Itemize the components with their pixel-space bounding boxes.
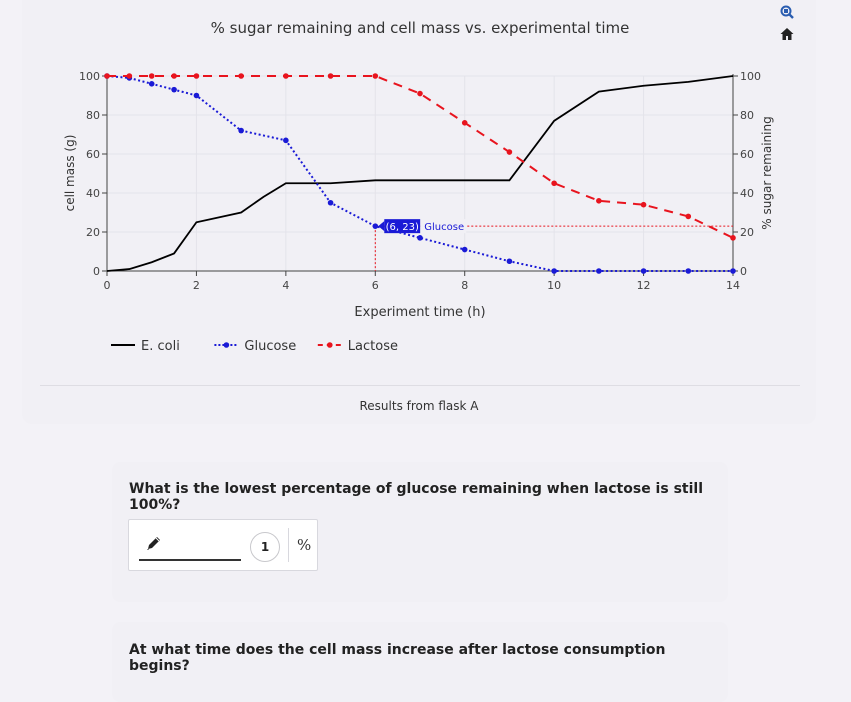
y-left-tick-label: 0 [93,265,100,278]
legend-label-lactose: Lactose [348,339,398,354]
data-point-glucose [640,268,647,274]
unit-label: % [297,536,312,554]
x-tick-label: 0 [104,279,111,292]
modebar [776,4,798,42]
data-point-glucose [283,137,289,144]
data-point-lactose [171,73,177,79]
x-tick-label: 10 [547,279,561,292]
answer-input-box[interactable]: 1 % [128,519,318,571]
hover-label-pointer [378,221,385,232]
hover-label-box [384,219,421,234]
answer-field[interactable] [139,559,241,561]
y-axis-right-label: % sugar remaining [760,116,774,229]
y-right-tick-label: 60 [740,148,754,161]
data-point-lactose [461,120,468,126]
data-point-lactose [283,73,289,79]
x-tick-label: 4 [282,279,289,292]
data-point-lactose [327,73,334,79]
data-point-glucose [506,258,513,265]
data-point-lactose [551,180,557,187]
y-left-tick-label: 20 [86,226,100,239]
data-point-glucose [148,81,155,87]
question-text-1: What is the lowest percentage of glucose… [129,481,703,513]
data-point-lactose [193,73,200,79]
data-point-lactose [730,235,736,241]
submission-count-badge: 1 [250,532,280,562]
chart-title: % sugar remaining and cell mass vs. expe… [211,19,630,37]
question-text-2: At what time does the cell mass increase… [129,642,666,674]
data-point-glucose [372,223,379,229]
data-point-lactose [126,73,133,79]
plot-area [107,76,733,271]
unit-separator [288,528,289,562]
data-point-glucose [461,246,468,253]
y-axis-left-label: cell mass (g) [63,135,77,212]
hover-label-value: (6, 23) [386,222,419,233]
series-line-e-coli [106,75,734,272]
y-right-tick-label: 40 [740,187,754,200]
x-tick-label: 6 [372,279,379,292]
x-tick-label: 8 [461,279,468,292]
data-point-lactose [640,201,647,208]
y-right-tick-label: 0 [740,265,747,278]
data-point-lactose [596,198,602,204]
home-icon[interactable] [779,26,795,42]
zoom-icon[interactable] [779,4,795,20]
legend-label-e-coli: E. coli [141,339,180,354]
data-point-lactose [148,73,155,79]
pencil-icon [145,534,163,552]
x-tick-label: 14 [726,279,740,292]
data-point-glucose [327,199,334,206]
data-point-glucose [417,235,423,241]
x-axis-label: Experiment time (h) [354,305,485,320]
data-point-glucose [238,127,244,134]
x-tick-label: 12 [637,279,651,292]
x-tick-label: 2 [193,279,200,292]
y-right-tick-label: 80 [740,109,754,122]
y-left-tick-label: 60 [86,148,100,161]
card-divider [40,385,800,386]
data-point-glucose [596,268,602,274]
legend-marker [327,342,333,348]
y-right-tick-label: 100 [740,70,761,83]
data-point-lactose [238,73,244,79]
data-point-lactose [506,149,513,155]
y-right-tick-label: 20 [740,226,754,239]
legend-label-glucose: Glucose [244,339,296,354]
data-point-glucose [730,268,736,274]
chart-caption: Results from flask A [359,399,479,413]
question-card-2: At what time does the cell mass increase… [112,622,728,702]
legend-marker [223,342,230,348]
data-point-lactose [372,73,379,79]
data-point-glucose [551,268,557,274]
data-point-glucose [193,92,200,99]
hover-label-series: Glucose [424,222,464,233]
data-point-glucose [171,86,177,93]
y-left-tick-label: 100 [79,70,100,83]
y-left-tick-label: 80 [86,109,100,122]
data-point-glucose [685,268,692,274]
hover-label-name-box [420,219,467,234]
data-point-lactose [417,90,423,97]
data-point-lactose [104,73,110,79]
question-card-1: What is the lowest percentage of glucose… [112,462,728,602]
data-point-lactose [685,213,692,220]
y-left-tick-label: 40 [86,187,100,200]
